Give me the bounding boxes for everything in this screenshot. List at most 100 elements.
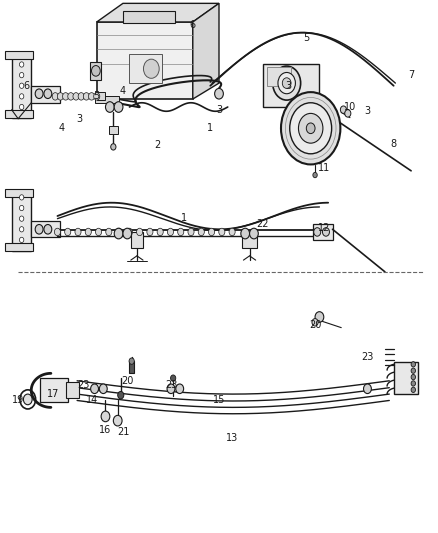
Circle shape (78, 93, 84, 100)
Circle shape (157, 228, 163, 236)
Circle shape (411, 362, 416, 367)
Circle shape (83, 93, 89, 100)
Text: 1: 1 (181, 213, 187, 223)
Circle shape (322, 228, 329, 236)
Circle shape (290, 103, 332, 154)
Bar (394, 362, 418, 394)
Circle shape (19, 94, 24, 99)
Circle shape (229, 228, 235, 236)
Circle shape (312, 319, 318, 326)
Circle shape (111, 144, 116, 150)
Circle shape (278, 72, 295, 94)
Circle shape (208, 228, 215, 236)
Circle shape (19, 216, 24, 221)
Circle shape (178, 228, 184, 236)
Bar (31, 86, 60, 103)
Circle shape (116, 228, 122, 236)
Bar (66, 382, 79, 398)
Bar (123, 11, 175, 23)
Text: 6: 6 (24, 81, 30, 91)
Text: 14: 14 (86, 395, 99, 406)
Text: 5: 5 (303, 33, 310, 43)
Circle shape (298, 114, 323, 143)
Bar (12, 54, 31, 118)
Text: 2: 2 (155, 140, 161, 150)
Circle shape (281, 92, 340, 165)
Circle shape (35, 89, 43, 99)
Circle shape (137, 228, 143, 236)
Text: 15: 15 (213, 395, 225, 406)
Text: 23: 23 (78, 379, 90, 390)
Circle shape (219, 228, 225, 236)
Circle shape (250, 228, 258, 239)
Circle shape (92, 66, 100, 76)
Text: 23: 23 (165, 379, 177, 390)
Text: 22: 22 (256, 219, 269, 229)
Circle shape (94, 93, 100, 100)
Circle shape (345, 110, 351, 117)
Circle shape (126, 228, 132, 236)
Circle shape (54, 228, 60, 236)
Circle shape (215, 88, 223, 99)
Text: 21: 21 (117, 427, 129, 438)
Circle shape (241, 228, 250, 239)
Circle shape (364, 384, 371, 393)
Circle shape (176, 384, 184, 393)
Text: 12: 12 (318, 223, 330, 233)
Circle shape (188, 228, 194, 236)
Circle shape (283, 78, 291, 88)
Circle shape (63, 93, 69, 100)
Bar (313, 224, 332, 240)
Circle shape (114, 102, 123, 112)
Circle shape (19, 205, 24, 211)
Text: 8: 8 (391, 139, 397, 149)
Bar (131, 232, 143, 248)
Text: 4: 4 (120, 86, 126, 96)
Text: 19: 19 (12, 395, 24, 406)
Circle shape (57, 93, 64, 100)
Bar (5, 243, 33, 251)
Circle shape (198, 228, 205, 236)
Bar (5, 189, 33, 197)
Circle shape (68, 93, 74, 100)
Circle shape (52, 93, 58, 100)
Circle shape (106, 102, 114, 112)
Bar (263, 64, 319, 107)
Text: 10: 10 (344, 102, 356, 112)
Bar (5, 110, 33, 118)
Circle shape (123, 228, 132, 239)
Text: 4: 4 (59, 123, 65, 133)
Bar (97, 22, 193, 99)
Circle shape (44, 224, 52, 234)
Circle shape (23, 394, 32, 405)
Circle shape (75, 228, 81, 236)
Bar (95, 96, 119, 103)
Circle shape (114, 228, 123, 239)
Circle shape (273, 66, 300, 100)
Circle shape (19, 62, 24, 67)
Text: 20: 20 (121, 376, 134, 386)
Circle shape (101, 411, 110, 422)
Circle shape (19, 195, 24, 200)
Text: 3: 3 (76, 114, 82, 124)
Circle shape (19, 237, 24, 243)
Bar (31, 221, 60, 237)
Circle shape (106, 228, 112, 236)
Circle shape (411, 368, 416, 373)
Bar (267, 67, 291, 86)
Circle shape (44, 89, 52, 99)
Circle shape (35, 224, 43, 234)
Circle shape (19, 83, 24, 88)
Text: 3: 3 (216, 104, 222, 115)
Text: 13: 13 (226, 433, 238, 443)
Circle shape (411, 381, 416, 386)
Circle shape (85, 228, 92, 236)
Circle shape (167, 384, 175, 393)
Circle shape (314, 228, 321, 236)
Circle shape (73, 93, 79, 100)
Bar (5, 51, 33, 59)
Circle shape (313, 172, 317, 177)
Text: 6: 6 (190, 20, 196, 30)
Circle shape (19, 104, 24, 110)
Polygon shape (97, 3, 219, 22)
